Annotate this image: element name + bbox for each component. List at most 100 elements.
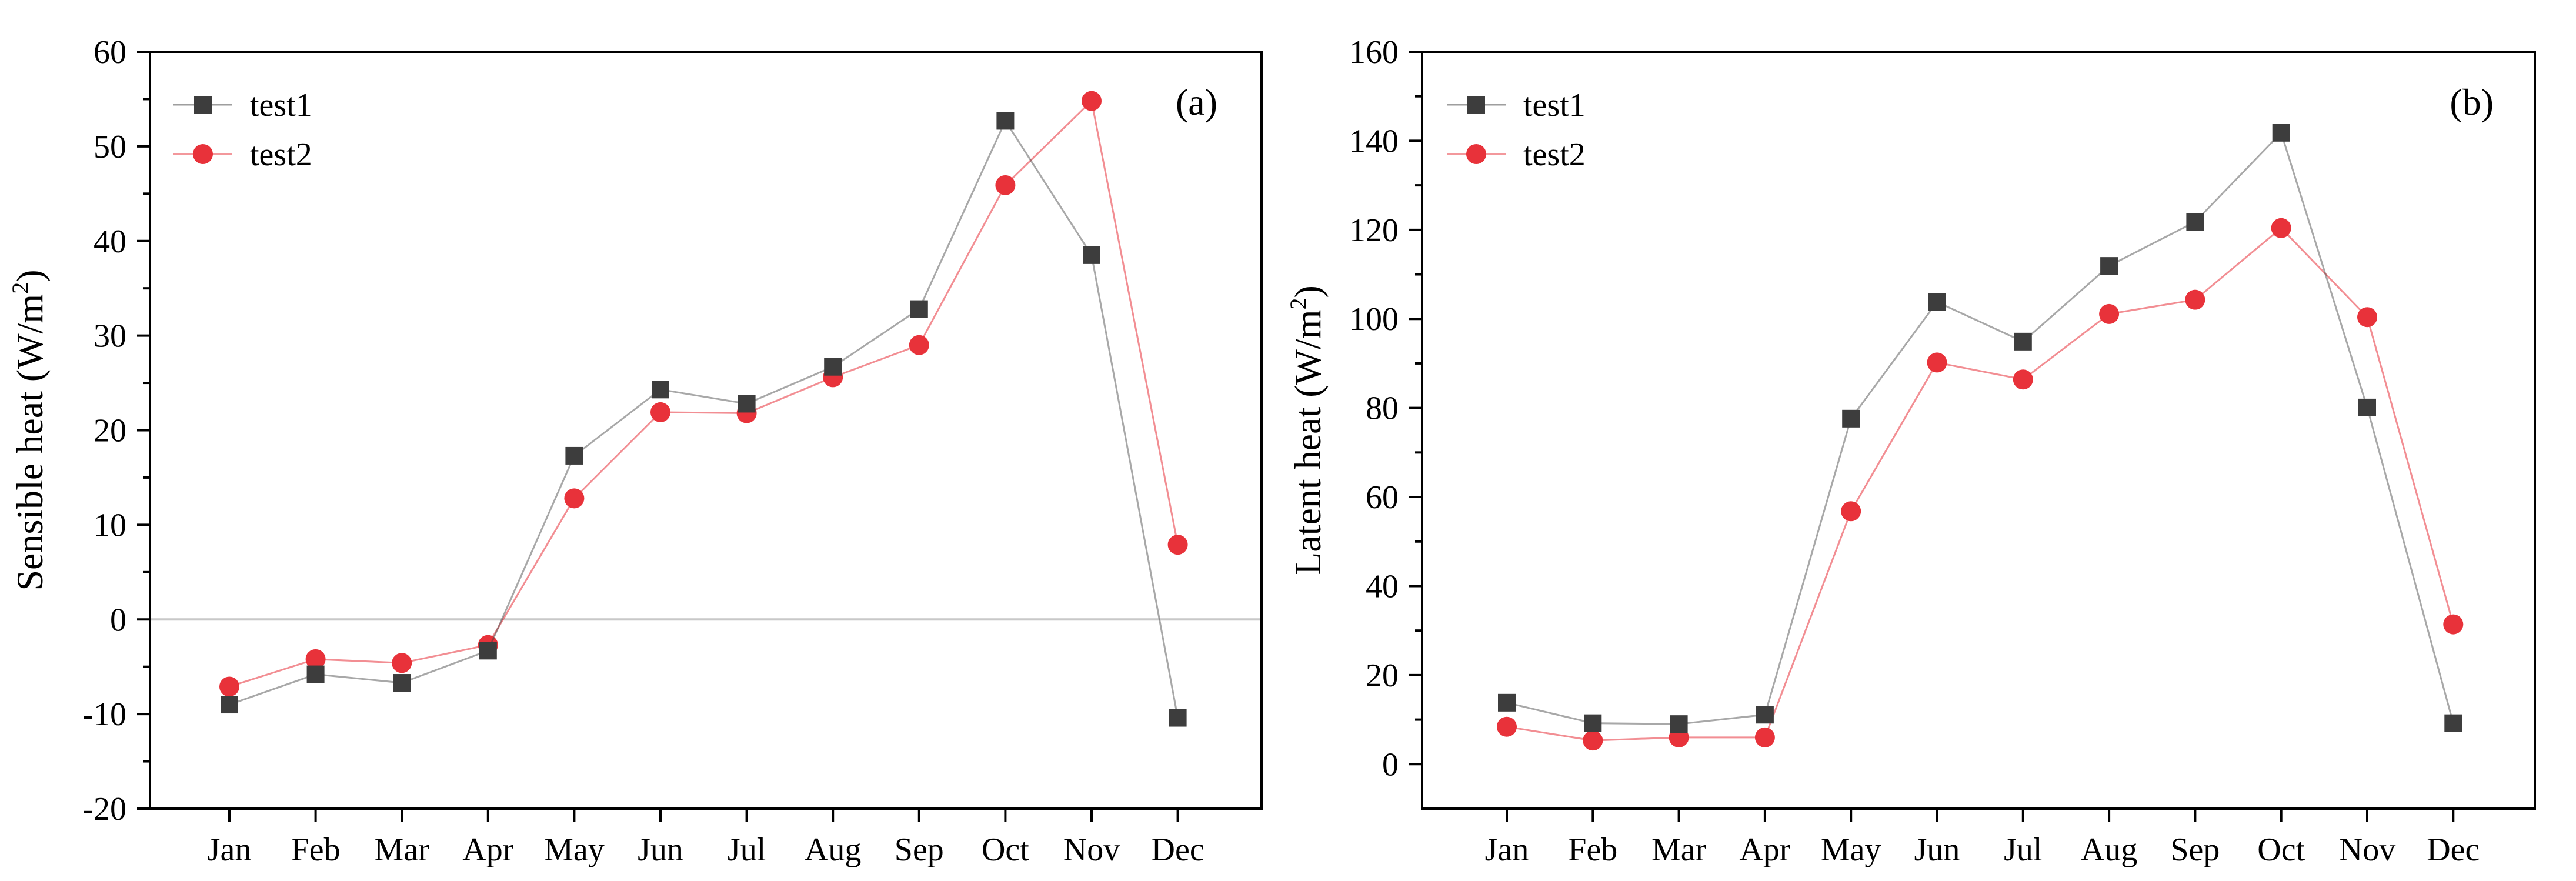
- x-tick-label: Dec: [2427, 832, 2480, 868]
- data-point-test2: [2357, 307, 2377, 328]
- data-point-test1: [2358, 398, 2376, 416]
- data-point-test1: [393, 674, 411, 692]
- data-point-test2: [1082, 91, 1102, 111]
- panel-tag: (b): [2450, 81, 2494, 123]
- data-point-test2: [219, 676, 239, 697]
- y-tick-label: 0: [110, 602, 126, 638]
- data-point-test2: [2099, 303, 2120, 324]
- data-point-test1: [2014, 332, 2032, 351]
- data-point-test1: [1169, 709, 1187, 727]
- data-point-test1: [1928, 293, 1946, 311]
- data-point-test2: [2185, 289, 2205, 310]
- y-axis-title-close: ): [1287, 285, 1329, 298]
- data-point-test2: [1927, 352, 1947, 373]
- panel-tag: (a): [1176, 81, 1217, 123]
- y-tick-label: 80: [1366, 391, 1399, 427]
- y-tick-label: 60: [1366, 479, 1399, 516]
- data-point-test2: [305, 649, 326, 669]
- y-tick-label: -20: [82, 791, 126, 827]
- y-tick-label: 0: [1382, 746, 1399, 783]
- x-tick-label: Jul: [2004, 832, 2042, 868]
- data-point-test1: [1670, 715, 1688, 733]
- data-point-test1: [738, 395, 756, 413]
- data-point-test1: [652, 381, 669, 399]
- data-point-test2: [1497, 716, 1517, 737]
- data-point-test2: [2443, 614, 2464, 635]
- legend-marker-test2: [193, 144, 213, 164]
- x-tick-label: Apr: [462, 832, 513, 868]
- legend-label-test1: test1: [250, 87, 312, 124]
- data-point-test2: [392, 653, 412, 673]
- data-point-test1: [1584, 714, 1602, 732]
- y-axis-title-close: ): [9, 269, 51, 282]
- series-line-test2: [229, 99, 1179, 688]
- legend-marker-test2: [1466, 144, 1486, 164]
- data-point-test2: [1841, 501, 1861, 522]
- x-tick-label: Jan: [1485, 832, 1529, 868]
- data-point-test1: [1083, 246, 1100, 264]
- x-tick-label: Jun: [1914, 832, 1960, 868]
- data-point-test1: [221, 696, 238, 714]
- y-tick-label: 60: [94, 34, 126, 71]
- data-point-test1: [910, 300, 928, 318]
- y-axis-title-main: Sensible heat (W/m: [9, 294, 51, 591]
- y-tick-label: 40: [94, 223, 126, 260]
- data-point-test1: [2186, 213, 2204, 231]
- y-tick-label: 140: [1349, 123, 1399, 159]
- data-point-test1: [1756, 706, 1774, 724]
- x-tick-label: Mar: [1651, 832, 1707, 868]
- data-point-test2: [1583, 730, 1603, 751]
- y-tick-label: 40: [1366, 568, 1399, 605]
- y-tick-label: 20: [94, 413, 126, 449]
- legend-marker-test1: [194, 96, 212, 114]
- plot-frame: [1421, 51, 2536, 810]
- y-tick-label: 20: [1366, 658, 1399, 694]
- data-point-test1: [2100, 257, 2118, 275]
- x-tick-label: Feb: [1568, 832, 1617, 868]
- data-point-test2: [995, 175, 1016, 195]
- y-axis-title: Sensible heat (W/m2): [7, 269, 51, 590]
- x-tick-label: Oct: [982, 832, 1029, 868]
- x-tick-label: Dec: [1152, 832, 1204, 868]
- x-tick-label: Feb: [291, 832, 341, 868]
- data-point-test1: [996, 112, 1015, 130]
- data-point-test2: [909, 335, 929, 355]
- x-tick-label: May: [1821, 832, 1881, 868]
- legend-label-test2: test2: [250, 136, 312, 173]
- data-point-test1: [2272, 124, 2290, 142]
- data-point-test1: [565, 446, 583, 465]
- series-line-test1: [1506, 131, 2454, 725]
- x-tick-label: Aug: [805, 832, 861, 868]
- y-tick-label: -10: [82, 696, 126, 733]
- series-line-test2: [1506, 226, 2454, 742]
- chart-panel-1: -20 -10 0 10 20 30 40 50 60 Jan Feb Mar Apr May Jun Jul…: [7, 34, 1263, 868]
- x-tick-label: Sep: [895, 832, 944, 868]
- y-axis-title: Latent heat (W/m2): [1285, 285, 1329, 575]
- y-tick-label: 30: [94, 318, 126, 355]
- x-tick-label: Jun: [638, 832, 683, 868]
- data-point-test1: [306, 665, 325, 683]
- chart-panel-2: 0 20 40 60 80 100 120 140 160 Jan Feb Mar Apr May Jun J…: [1285, 34, 2536, 868]
- data-point-test1: [2444, 714, 2462, 732]
- y-tick-label: 120: [1349, 212, 1399, 249]
- x-tick-label: Jan: [208, 832, 252, 868]
- data-point-test1: [824, 358, 842, 376]
- legend-label-test1: test1: [1523, 87, 1586, 124]
- legend-marker-test1: [1467, 96, 1485, 114]
- x-tick-label: May: [544, 832, 605, 868]
- y-tick-label: 10: [94, 507, 126, 543]
- x-tick-label: Nov: [1063, 832, 1120, 868]
- y-tick-label: 100: [1349, 301, 1399, 338]
- data-point-test2: [2271, 218, 2291, 238]
- data-point-test1: [479, 642, 497, 660]
- data-point-test1: [1498, 693, 1516, 712]
- y-axis-title-sup: 2: [1285, 298, 1312, 309]
- x-tick-label: Jul: [728, 832, 766, 868]
- x-tick-label: Sep: [2170, 832, 2220, 868]
- plot-frame: [149, 51, 1263, 810]
- x-tick-label: Aug: [2081, 832, 2137, 868]
- data-point-test2: [2013, 369, 2033, 390]
- x-tick-label: Oct: [2257, 832, 2305, 868]
- y-tick-label: 50: [94, 129, 126, 165]
